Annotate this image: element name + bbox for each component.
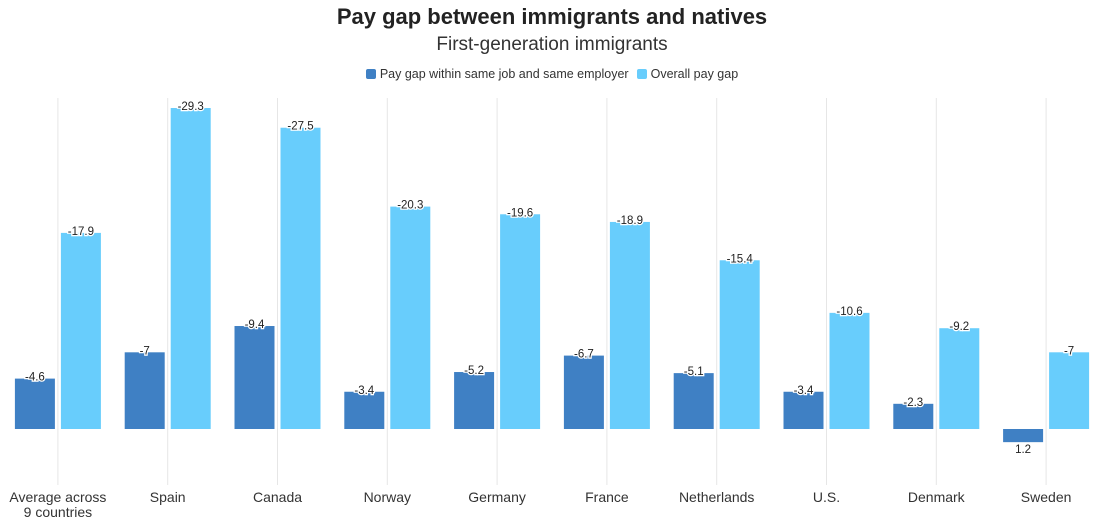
legend-item-overall: Overall pay gap bbox=[636, 67, 739, 81]
bar-within-job bbox=[673, 373, 714, 429]
bar-within-job bbox=[783, 391, 824, 429]
bar-overall bbox=[829, 312, 870, 429]
data-label: -15.4 bbox=[727, 253, 754, 265]
category-label: Netherlands bbox=[679, 489, 755, 505]
data-label: -5.2 bbox=[464, 365, 484, 377]
bar-within-job bbox=[344, 391, 385, 429]
bar-overall bbox=[390, 206, 431, 429]
legend-label-overall: Overall pay gap bbox=[650, 67, 739, 81]
category-label: Germany bbox=[468, 489, 526, 505]
bar-within-job bbox=[893, 403, 934, 429]
bar-within-job bbox=[1003, 429, 1044, 443]
data-label: -10.6 bbox=[836, 306, 862, 318]
chart-legend: Pay gap within same job and same employe… bbox=[0, 67, 1104, 81]
bar-overall bbox=[500, 214, 541, 429]
data-label: -7 bbox=[140, 345, 150, 357]
data-label: -27.5 bbox=[287, 121, 313, 133]
bar-within-job bbox=[454, 372, 495, 429]
data-label: -6.7 bbox=[574, 349, 594, 361]
category-label: Average across 9 countries bbox=[9, 489, 106, 520]
data-label: -4.6 bbox=[25, 372, 45, 384]
category-label: Sweden bbox=[1021, 489, 1072, 505]
data-label: -3.4 bbox=[354, 385, 374, 397]
category-label: Canada bbox=[253, 489, 302, 505]
bar-overall bbox=[939, 328, 980, 429]
data-label: -9.2 bbox=[949, 321, 969, 333]
bar-overall bbox=[1049, 352, 1090, 429]
bar-within-job bbox=[124, 352, 165, 429]
bar-overall bbox=[60, 232, 101, 429]
bar-overall bbox=[609, 221, 650, 429]
data-label: -7 bbox=[1064, 345, 1074, 357]
bar-overall bbox=[170, 108, 211, 429]
bar-overall bbox=[280, 127, 321, 429]
category-label: France bbox=[585, 489, 629, 505]
category-label: Denmark bbox=[908, 489, 966, 505]
data-label: -3.4 bbox=[794, 385, 814, 397]
chart-title: Pay gap between immigrants and natives bbox=[336, 4, 768, 29]
data-label: -18.9 bbox=[617, 215, 643, 227]
data-label: -17.9 bbox=[68, 226, 94, 238]
category-label: U.S. bbox=[813, 489, 840, 505]
data-label: 1.2 bbox=[1015, 444, 1031, 456]
bar-within-job bbox=[563, 355, 604, 429]
data-label: -19.6 bbox=[507, 207, 533, 219]
chart-subtitle: First-generation immigrants bbox=[436, 34, 668, 55]
bar-overall bbox=[719, 260, 760, 429]
legend-item-within-job: Pay gap within same job and same employe… bbox=[365, 67, 629, 81]
category-label: Spain bbox=[150, 489, 186, 505]
category-label: Norway bbox=[364, 489, 411, 505]
legend-swatch-overall bbox=[636, 69, 647, 79]
data-label: -29.3 bbox=[178, 101, 204, 113]
data-label: -9.4 bbox=[245, 319, 265, 331]
data-label: -5.1 bbox=[684, 366, 704, 378]
data-label: -20.3 bbox=[397, 200, 423, 212]
data-label: -2.3 bbox=[903, 397, 923, 409]
legend-label-within-job: Pay gap within same job and same employe… bbox=[379, 67, 629, 81]
bar-within-job bbox=[14, 378, 55, 429]
bar-within-job bbox=[234, 326, 275, 429]
legend-swatch-within-job bbox=[365, 69, 376, 79]
